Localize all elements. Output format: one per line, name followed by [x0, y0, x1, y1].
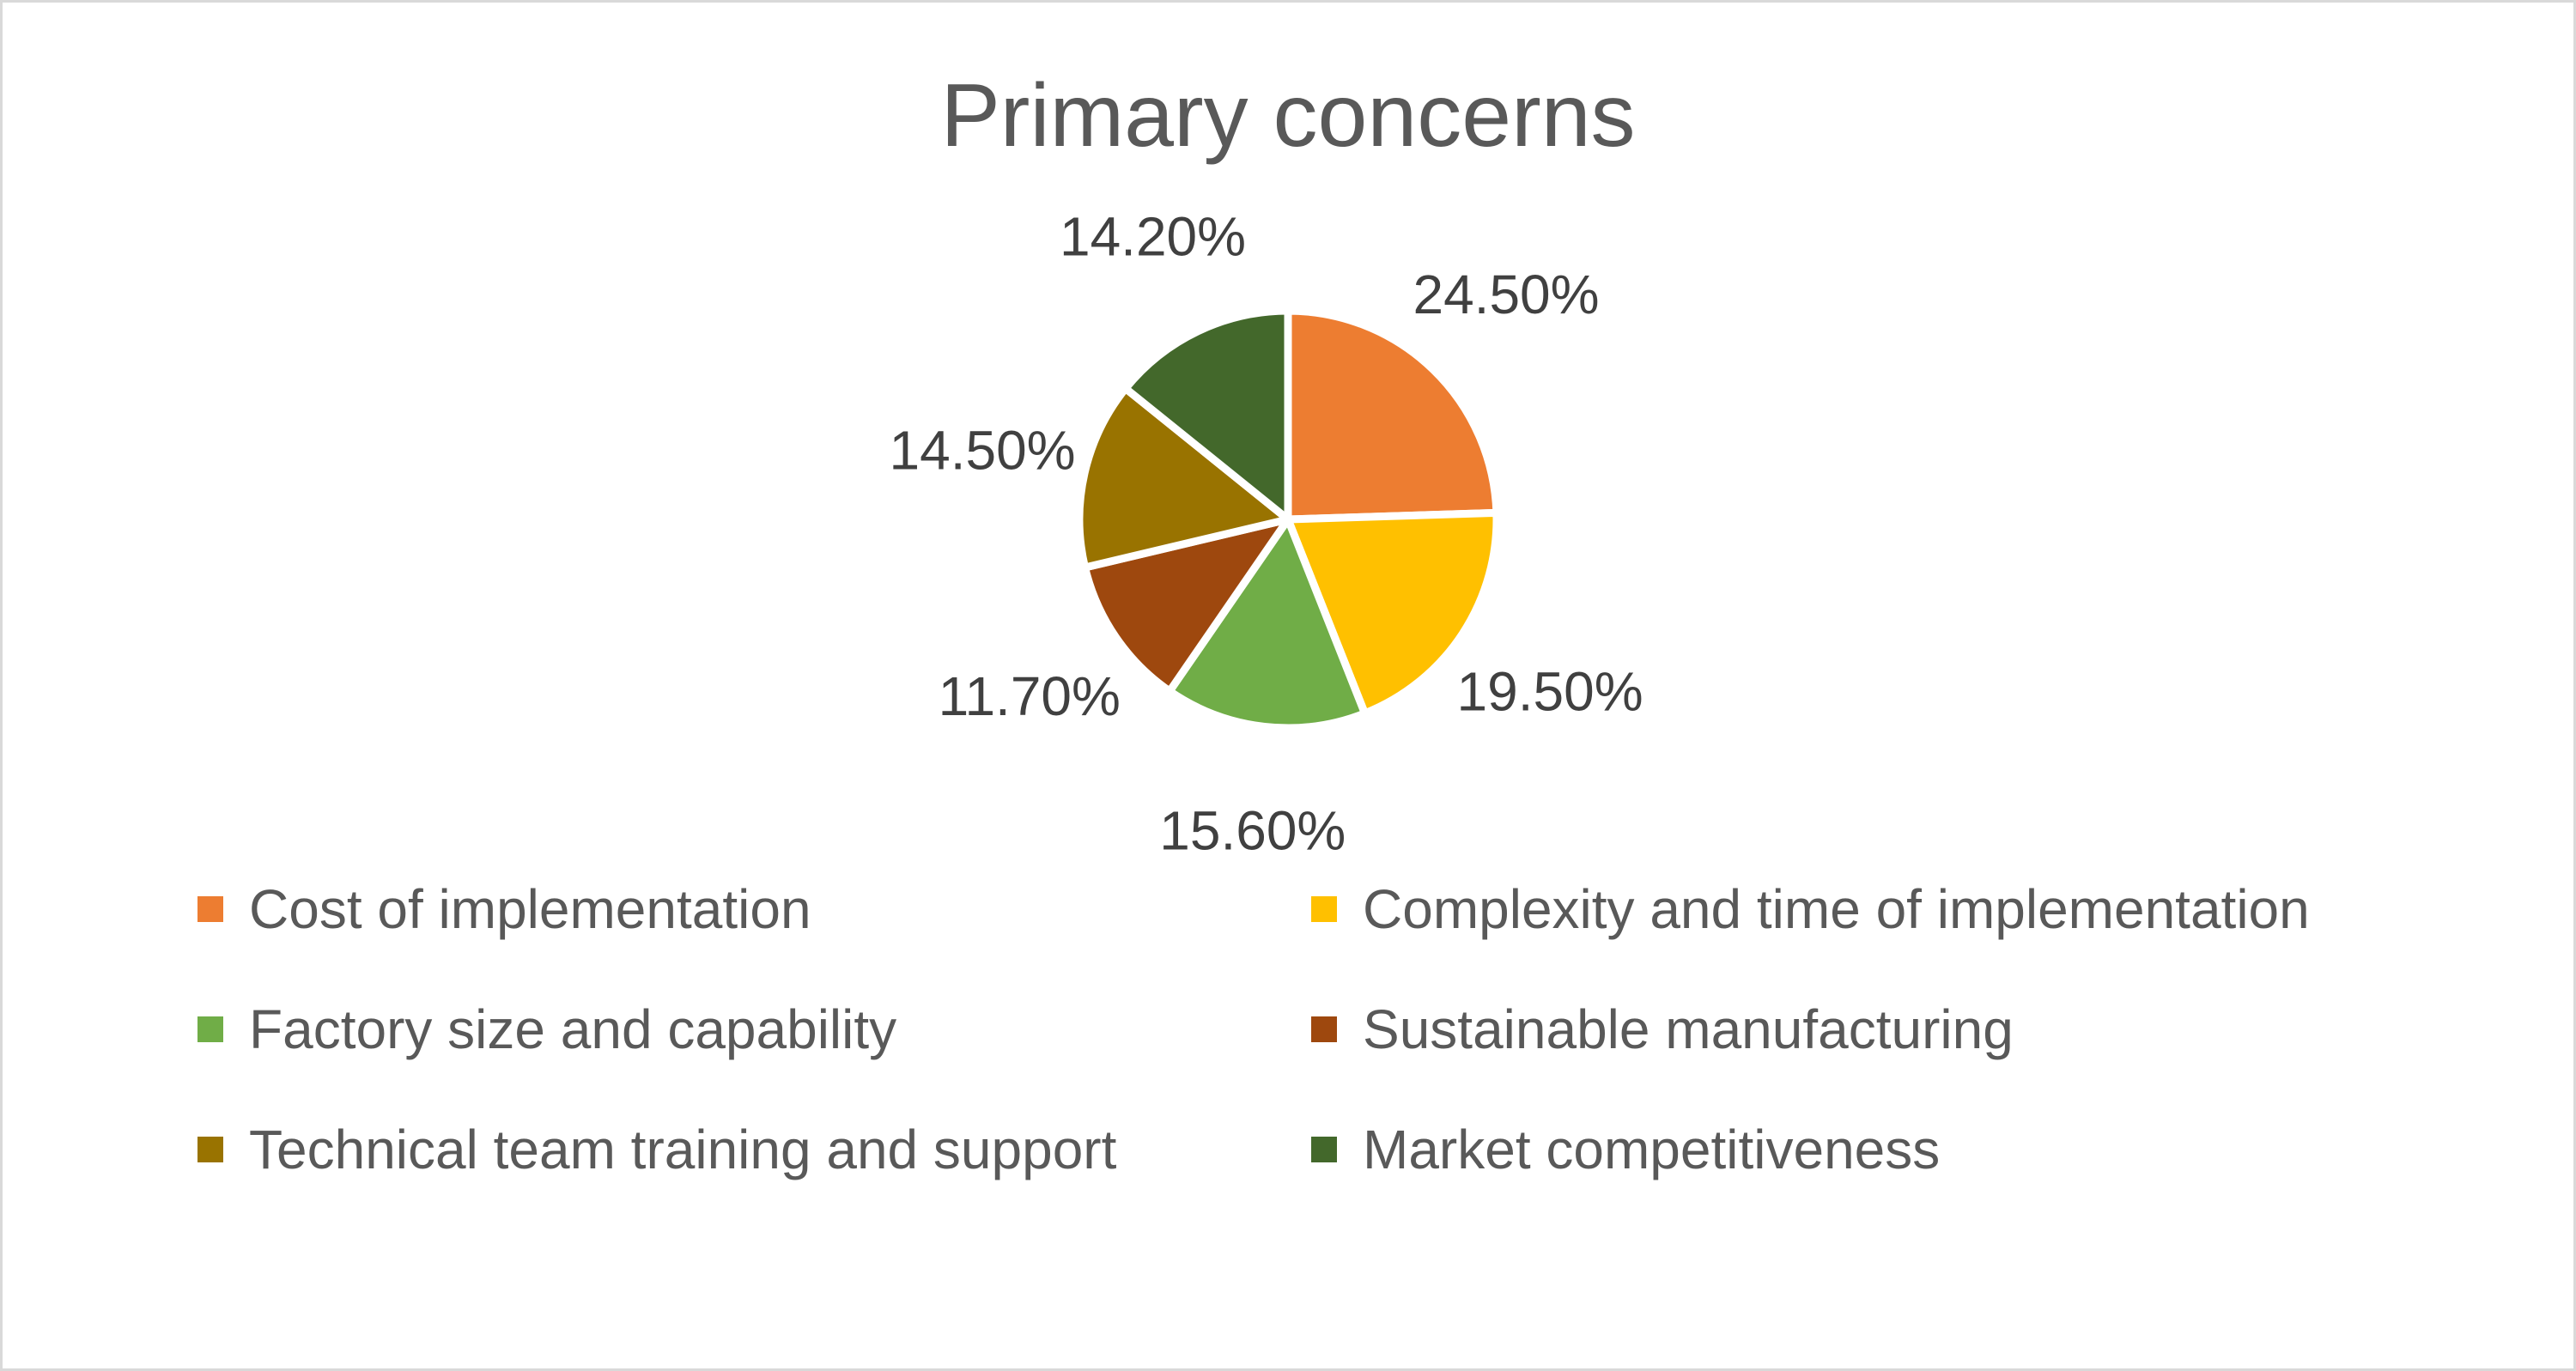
legend-swatch: [197, 1016, 223, 1042]
data-label-cost-of-implementation: 24.50%: [1413, 264, 1599, 325]
legend-label: Cost of implementation: [249, 878, 811, 940]
legend-swatch: [197, 1137, 223, 1162]
legend-swatch: [197, 896, 223, 922]
data-label-sustainable-manufacturing: 11.70%: [939, 665, 1121, 727]
data-label-market-competitiveness: 14.20%: [1060, 206, 1246, 268]
legend-item-technical-team-training-and-support: Technical team training and support: [197, 1116, 1311, 1183]
legend-swatch: [1311, 1016, 1337, 1042]
legend-label: Market competitiveness: [1363, 1119, 1941, 1180]
pie-slice-market-competitiveness: [1121, 306, 1292, 524]
legend-swatch: [1311, 896, 1337, 922]
legend-swatch: [1311, 1137, 1337, 1162]
pie-slice-technical-team-training-and-support: [1075, 384, 1292, 572]
data-label-factory-size-and-capability: 15.60%: [1159, 800, 1346, 862]
legend-item-market-competitiveness: Market competitiveness: [1311, 1116, 2427, 1183]
data-label-technical-team-training-and-support: 14.50%: [890, 419, 1076, 481]
legend-label: Complexity and time of implementation: [1363, 878, 2310, 940]
pie-slice-factory-size-and-capability: [1165, 515, 1369, 732]
pie-slice-complexity-and-time-of-implementation: [1284, 508, 1501, 718]
data-label-complexity-and-time-of-implementation: 19.50%: [1457, 660, 1643, 722]
legend-label: Sustainable manufacturing: [1363, 998, 2014, 1060]
legend-item-factory-size-and-capability: Factory size and capability: [197, 996, 1311, 1063]
legend-item-sustainable-manufacturing: Sustainable manufacturing: [1311, 996, 2427, 1063]
pie-slice-cost-of-implementation: [1284, 306, 1501, 524]
legend-item-cost-of-implementation: Cost of implementation: [197, 876, 1311, 943]
legend-item-complexity-and-time-of-implementation: Complexity and time of implementation: [1311, 876, 2427, 943]
legend-label: Factory size and capability: [249, 998, 897, 1060]
pie-slice-sustainable-manufacturing: [1081, 515, 1292, 695]
legend: Cost of implementation Complexity and tim…: [197, 876, 2430, 1183]
legend-label: Technical team training and support: [249, 1119, 1117, 1180]
chart-title: Primary concerns: [940, 66, 1636, 166]
